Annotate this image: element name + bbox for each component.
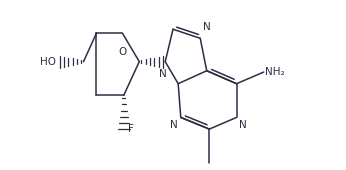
Text: NH₂: NH₂ <box>265 67 285 77</box>
Text: N: N <box>239 120 247 130</box>
Text: F: F <box>128 124 134 134</box>
Text: HO: HO <box>40 57 56 67</box>
Text: N: N <box>171 120 178 130</box>
Text: N: N <box>159 69 166 79</box>
Text: N: N <box>203 22 211 32</box>
Text: O: O <box>118 47 127 57</box>
